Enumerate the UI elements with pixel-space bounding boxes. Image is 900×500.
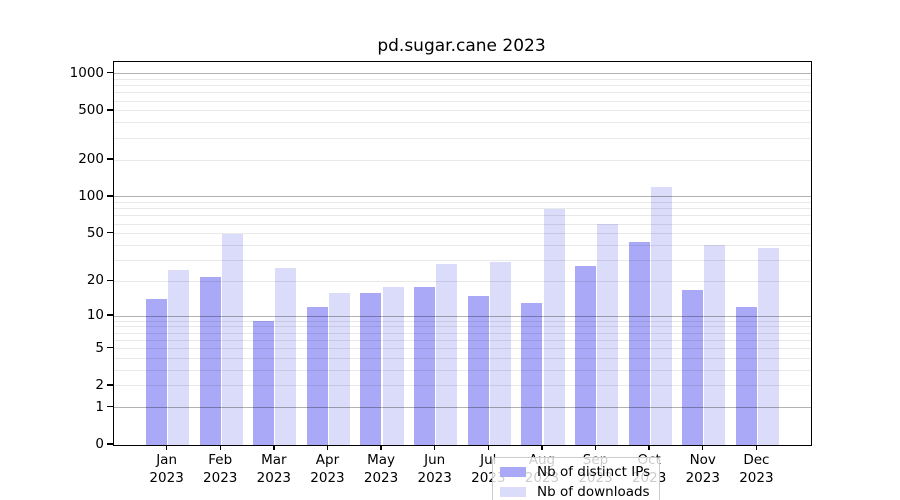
x-tick-label: Mar 2023 [256,452,292,486]
x-tick-mark [755,445,758,451]
bars-layer [114,62,811,445]
y-tick-label: 1000 [69,64,104,81]
y-tick-mark [107,195,113,197]
bar-downloads-feb [221,233,243,445]
y-tick-label: 100 [78,187,104,204]
x-tick-label: Apr 2023 [310,452,345,486]
y-tick-label: 500 [78,101,104,118]
x-tick-mark [433,445,436,451]
bar-downloads-oct [650,187,672,445]
legend-label: Nb of distinct IPs [537,464,651,480]
bar-downloads-nov [704,245,726,445]
x-tick-label: Jun 2023 [417,452,452,486]
y-tick-label: 50 [86,224,104,241]
bar-distinct-ips-aug [521,303,543,445]
y-tick-mark [107,109,113,111]
x-tick-mark [165,445,168,451]
x-tick-mark [380,445,382,451]
x-tick-mark [219,445,221,451]
x-tick-label: May 2023 [363,452,399,486]
bar-downloads-sep [597,224,619,445]
y-tick-label: 1 [95,398,104,415]
y-tick-label: 20 [86,272,104,289]
y-tick-mark [107,279,113,282]
legend-label: Nb of downloads [537,484,650,500]
x-tick-mark [273,445,275,451]
x-tick-mark [594,445,597,451]
chart-title: pd.sugar.cane 2023 [377,36,546,56]
y-tick-mark [107,72,113,74]
bar-downloads-jan [168,269,190,445]
y-tick-label: 10 [86,307,104,324]
bar-distinct-ips-dec [735,307,757,445]
bar-downloads-dec [757,248,779,445]
bar-downloads-mar [275,267,297,445]
bar-downloads-jun [436,264,458,445]
bar-downloads-aug [543,208,565,445]
legend-swatch-icon [500,467,526,477]
legend-swatch-icon [500,487,526,497]
bar-distinct-ips-jul [467,296,489,445]
y-tick-mark [107,158,113,160]
x-tick-label: Jan 2023 [149,452,184,486]
x-tick-mark [326,445,329,451]
bar-distinct-ips-jan [146,299,167,445]
y-tick-label: 2 [95,376,104,393]
legend-entry: Nb of downloads [500,482,650,500]
legend-entry: Nb of distinct IPs [500,462,650,482]
y-tick-mark [107,314,113,316]
bar-distinct-ips-apr [306,307,328,445]
x-tick-mark [702,445,704,451]
bar-downloads-apr [329,292,351,445]
bar-distinct-ips-mar [253,321,275,445]
x-tick-label: Dec 2023 [739,452,774,486]
y-tick-label: 200 [78,151,104,167]
bar-downloads-may [382,286,404,445]
x-tick-label: Feb 2023 [203,452,238,486]
y-tick-label: 0 [95,436,104,452]
legend: Nb of distinct IPs Nb of downloads [492,457,661,500]
bar-distinct-ips-nov [682,289,704,445]
x-tick-mark [648,445,650,451]
y-tick-mark [107,406,113,408]
x-tick-label: Nov 2023 [685,452,720,486]
bar-downloads-jul [489,262,511,445]
y-tick-mark [107,232,113,234]
bar-distinct-ips-jun [414,286,436,445]
y-tick-label: 5 [95,339,104,356]
bar-distinct-ips-sep [574,265,596,445]
y-tick-mark [107,347,113,349]
x-tick-mark [541,445,543,451]
bar-distinct-ips-may [360,292,382,445]
bar-distinct-ips-feb [199,276,221,445]
plot-area: Nb of distinct IPs Nb of downloads [113,61,812,500]
y-tick-mark [107,443,113,445]
bar-distinct-ips-oct [628,241,650,445]
y-tick-mark [107,384,113,386]
x-tick-mark [487,445,489,451]
